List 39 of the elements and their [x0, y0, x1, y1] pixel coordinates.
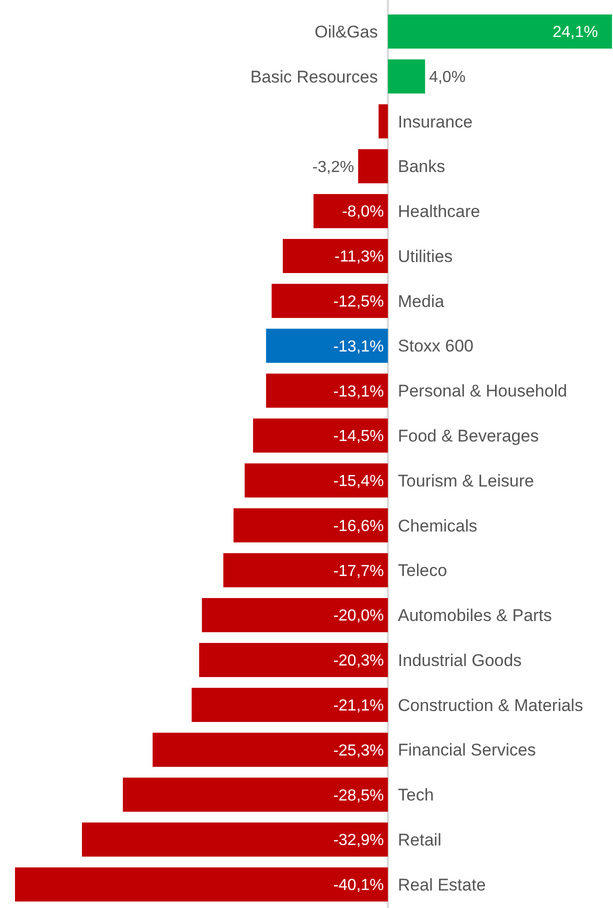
data-label: -12,5% [333, 293, 384, 310]
y-tick-label: Teleco [398, 561, 448, 580]
data-label: -14,5% [333, 428, 384, 446]
y-tick-label: Food & Beverages [398, 426, 539, 446]
y-tick-label: Personal & Household [398, 382, 568, 401]
data-label: -16,6% [333, 518, 384, 535]
y-tick-label: Construction & Materials [398, 696, 584, 715]
y-tick-label: Industrial Goods [398, 650, 522, 670]
data-label: -17,7% [333, 562, 384, 580]
y-tick-label: Healthcare [398, 202, 480, 222]
y-tick-label: Financial Services [398, 740, 536, 760]
data-label: -8,0% [342, 204, 384, 221]
data-label: -25,3% [333, 742, 384, 760]
y-tick-label: Retail [398, 830, 442, 850]
y-tick-label: Chemicals [398, 516, 478, 536]
y-tick-label: Oil&Gas [314, 22, 378, 42]
data-label: -13,1% [333, 338, 384, 356]
y-tick-label: Real Estate [398, 875, 486, 894]
data-label: -20,3% [333, 652, 384, 670]
y-tick-label: Insurance [398, 112, 473, 132]
y-tick-label: Tech [398, 786, 434, 805]
data-label: -3,2% [312, 158, 354, 176]
data-label: -32,9% [333, 832, 384, 850]
y-tick-label: Utilities [398, 246, 453, 266]
data-label: 4,0% [429, 69, 466, 86]
data-label: -20,0% [333, 608, 384, 625]
data-label: -28,5% [333, 787, 384, 804]
y-tick-label: Media [398, 292, 445, 311]
data-label: -11,3% [334, 248, 384, 266]
data-label: 24,1% [552, 24, 598, 42]
y-tick-label: Basic Resources [250, 67, 378, 86]
y-tick-label: Stoxx 600 [398, 336, 474, 356]
y-tick-label: Tourism & Leisure [398, 471, 534, 490]
data-label: -21,1% [333, 697, 384, 714]
data-label: -15,4% [333, 473, 384, 490]
data-label: -40,1% [333, 877, 384, 894]
y-tick-label: Banks [398, 157, 446, 176]
y-tick-label: Automobiles & Parts [398, 606, 552, 626]
data-label: -13,1% [333, 383, 384, 400]
